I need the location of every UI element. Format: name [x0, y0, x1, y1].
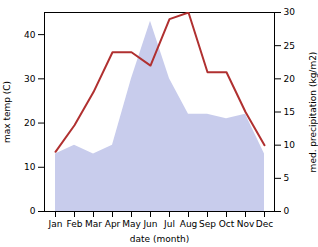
svg-text:Jan: Jan — [48, 219, 63, 229]
svg-text:40: 40 — [24, 29, 36, 39]
svg-text:10: 10 — [24, 162, 36, 172]
svg-text:May: May — [122, 219, 141, 229]
svg-text:5: 5 — [284, 173, 290, 183]
svg-text:Oct: Oct — [219, 219, 235, 229]
svg-text:Nov: Nov — [237, 219, 255, 229]
svg-text:20: 20 — [284, 74, 296, 84]
svg-text:date (month): date (month) — [130, 234, 189, 244]
svg-text:Feb: Feb — [67, 219, 83, 229]
svg-text:30: 30 — [284, 7, 296, 17]
svg-text:25: 25 — [284, 41, 295, 51]
svg-text:10: 10 — [284, 140, 296, 150]
svg-text:max temp (C): max temp (C) — [2, 81, 12, 143]
svg-text:Aug: Aug — [180, 219, 198, 229]
svg-text:30: 30 — [24, 74, 36, 84]
svg-text:Jun: Jun — [142, 219, 157, 229]
svg-text:Sep: Sep — [199, 219, 216, 229]
svg-text:Dec: Dec — [256, 219, 273, 229]
svg-text:0: 0 — [284, 206, 290, 216]
svg-text:20: 20 — [24, 118, 36, 128]
svg-text:0: 0 — [30, 206, 36, 216]
svg-text:15: 15 — [284, 107, 295, 117]
svg-text:Mar: Mar — [85, 219, 102, 229]
svg-text:med. precipitation (kg/m2): med. precipitation (kg/m2) — [308, 52, 318, 173]
svg-text:Jul: Jul — [163, 219, 175, 229]
svg-text:Apr: Apr — [105, 219, 121, 229]
